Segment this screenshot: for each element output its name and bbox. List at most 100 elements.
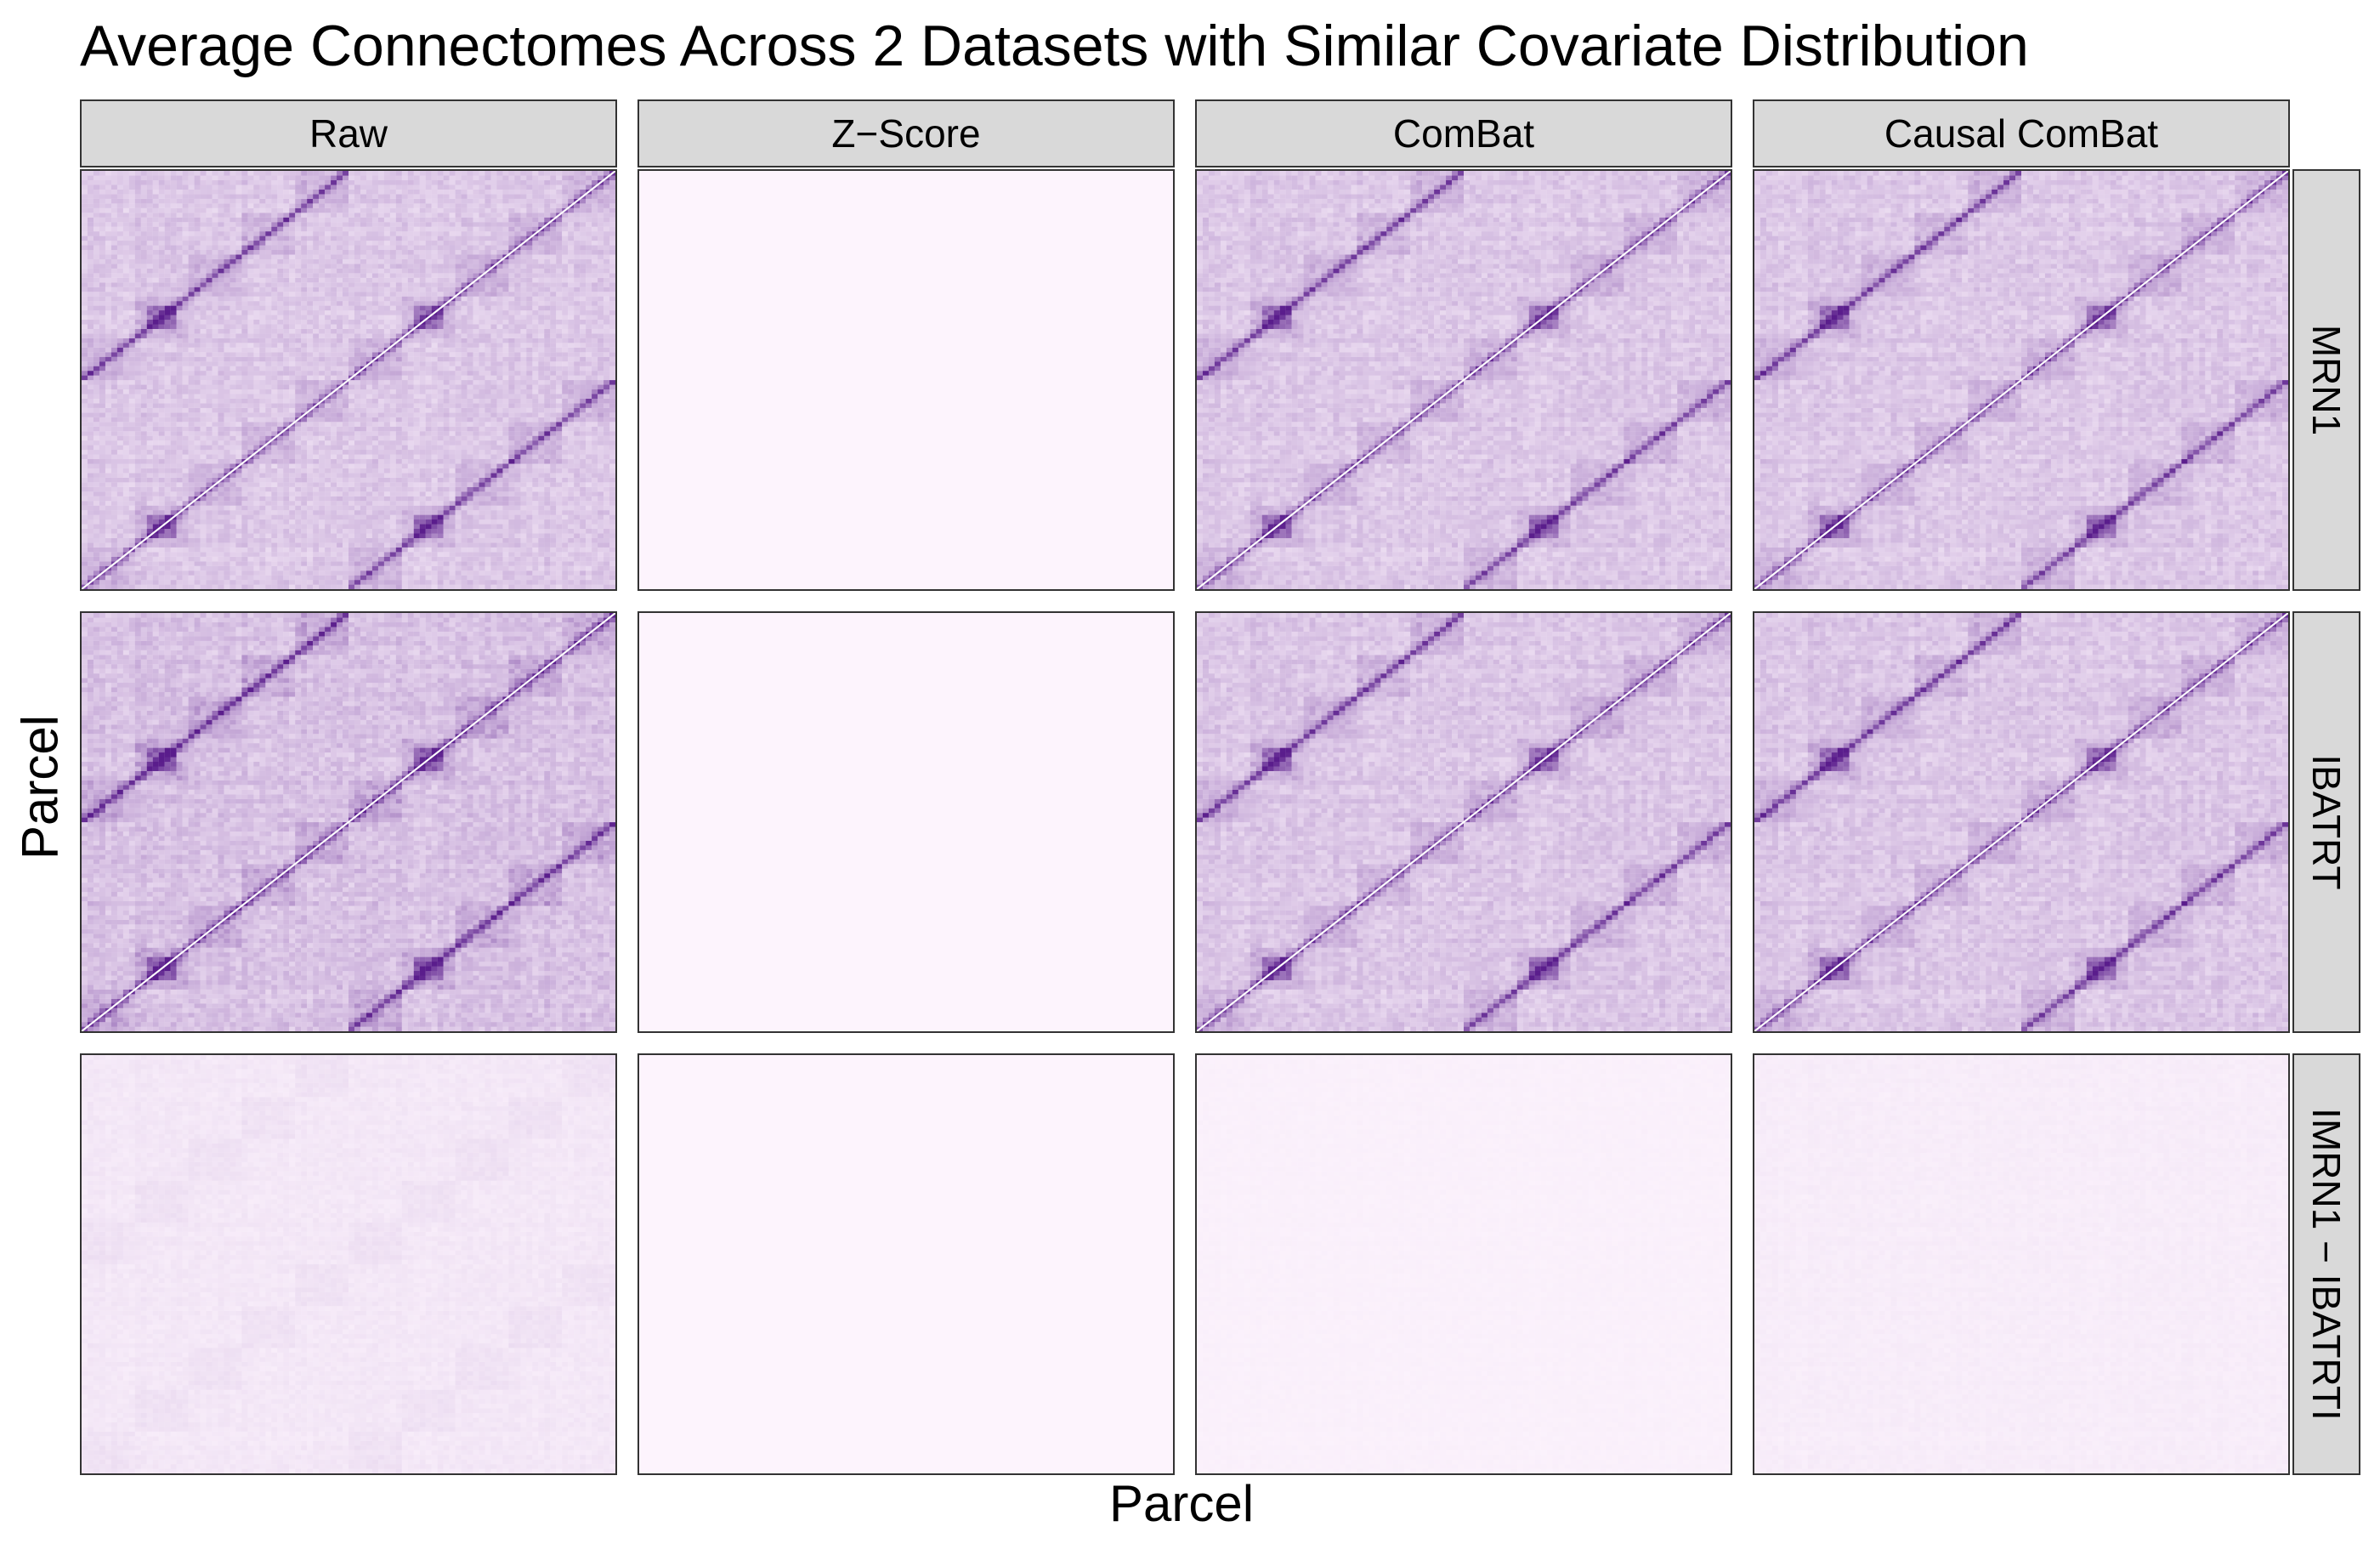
heatmap-cell: [420, 450, 426, 455]
heatmap-cell: [408, 412, 414, 417]
heatmap-cell: [372, 436, 378, 441]
heatmap-cell: [568, 533, 574, 538]
heatmap-cell: [183, 394, 189, 399]
heatmap-cell: [147, 566, 153, 571]
heatmap-cell: [562, 371, 568, 376]
heatmap-cell: [456, 506, 462, 511]
heatmap-cell: [348, 380, 354, 385]
heatmap-cell: [438, 343, 444, 348]
heatmap-cell: [337, 440, 343, 446]
heatmap-cell: [259, 478, 265, 483]
heatmap-cell: [520, 440, 526, 446]
heatmap-cell: [88, 329, 94, 334]
heatmap-cell: [520, 506, 526, 511]
heatmap-cell: [390, 338, 396, 343]
heatmap-cell: [189, 361, 195, 366]
heatmap-cell: [212, 478, 218, 483]
heatmap-cell: [277, 478, 283, 483]
row-strip-difference: IMRN1 − IBATRTI: [2292, 1053, 2360, 1475]
heatmap-cell: [384, 440, 390, 446]
heatmap-cell: [337, 510, 343, 515]
heatmap-cell: [562, 436, 568, 441]
heatmap-cell: [212, 570, 218, 576]
heatmap-cell: [462, 459, 468, 464]
heatmap-cell: [105, 580, 111, 585]
heatmap-cell: [484, 538, 490, 543]
heatmap-cell: [218, 459, 224, 464]
heatmap-cell: [468, 431, 473, 436]
heatmap-cell: [331, 446, 337, 451]
heatmap-cell: [508, 408, 514, 413]
heatmap-cell: [88, 533, 94, 538]
heatmap-cell: [462, 352, 468, 357]
heatmap-cell: [402, 384, 408, 389]
heatmap-cell: [253, 580, 259, 585]
heatmap-cell: [468, 548, 473, 553]
heatmap-cell: [265, 482, 271, 487]
heatmap-cell: [153, 394, 159, 399]
heatmap-cell: [532, 422, 538, 427]
heatmap-cell: [295, 333, 301, 338]
heatmap-cell: [456, 357, 462, 362]
heatmap-cell: [372, 376, 378, 381]
heatmap-cell: [592, 361, 598, 366]
heatmap-cell: [514, 580, 520, 585]
heatmap-cell: [502, 497, 508, 502]
heatmap-cell: [609, 408, 615, 413]
heatmap-cell: [473, 506, 479, 511]
heatmap-cell: [438, 357, 444, 362]
heatmap-cell: [479, 524, 485, 529]
heatmap-cell: [253, 329, 259, 334]
heatmap-cell: [201, 431, 207, 436]
heatmap-cell: [259, 585, 265, 589]
heatmap-cell: [253, 408, 259, 413]
heatmap-cell: [343, 459, 348, 464]
heatmap-cell: [289, 459, 295, 464]
heatmap-cell: [532, 561, 538, 566]
heatmap-cell: [295, 427, 301, 432]
heatmap-cell: [444, 473, 450, 478]
heatmap-cell: [526, 487, 532, 492]
heatmap-cell: [390, 446, 396, 451]
heatmap-cell: [189, 519, 195, 525]
heatmap-cell: [432, 533, 438, 538]
heatmap-cell: [520, 422, 526, 427]
heatmap-cell: [153, 487, 159, 492]
heatmap-cell: [592, 487, 598, 492]
heatmap-cell: [159, 427, 165, 432]
heatmap-cell: [295, 585, 301, 589]
heatmap-cell: [283, 394, 289, 399]
heatmap-cell: [265, 459, 271, 464]
heatmap-cell: [360, 463, 366, 468]
heatmap-cell: [141, 468, 147, 474]
heatmap-cell: [420, 542, 426, 548]
heatmap-cell: [502, 352, 508, 357]
heatmap-cell: [514, 357, 520, 362]
heatmap-cell: [94, 463, 99, 468]
heatmap-cell: [520, 570, 526, 576]
heatmap-cell: [438, 570, 444, 576]
heatmap-cell: [301, 519, 307, 525]
heatmap-cell: [390, 533, 396, 538]
heatmap-cell: [520, 352, 526, 357]
heatmap-cell: [468, 338, 473, 343]
heatmap-cell: [177, 338, 183, 343]
heatmap-cell: [94, 389, 99, 394]
heatmap-cell: [337, 427, 343, 432]
heatmap-cell: [337, 371, 343, 376]
heatmap-cell: [253, 463, 259, 468]
heatmap-cell: [325, 343, 331, 348]
heatmap-cell: [212, 389, 218, 394]
heatmap-cell: [259, 361, 265, 366]
heatmap-cell: [343, 552, 348, 557]
heatmap-cell: [295, 343, 301, 348]
heatmap-cell: [271, 454, 277, 459]
heatmap-cell: [201, 348, 207, 353]
heatmap-cell: [556, 399, 562, 404]
heatmap-cell: [343, 510, 348, 515]
heatmap-cell: [259, 371, 265, 376]
heatmap-cell: [462, 384, 468, 389]
heatmap-cell: [307, 431, 313, 436]
heatmap-cell: [301, 348, 307, 353]
heatmap-cell: [438, 361, 444, 366]
